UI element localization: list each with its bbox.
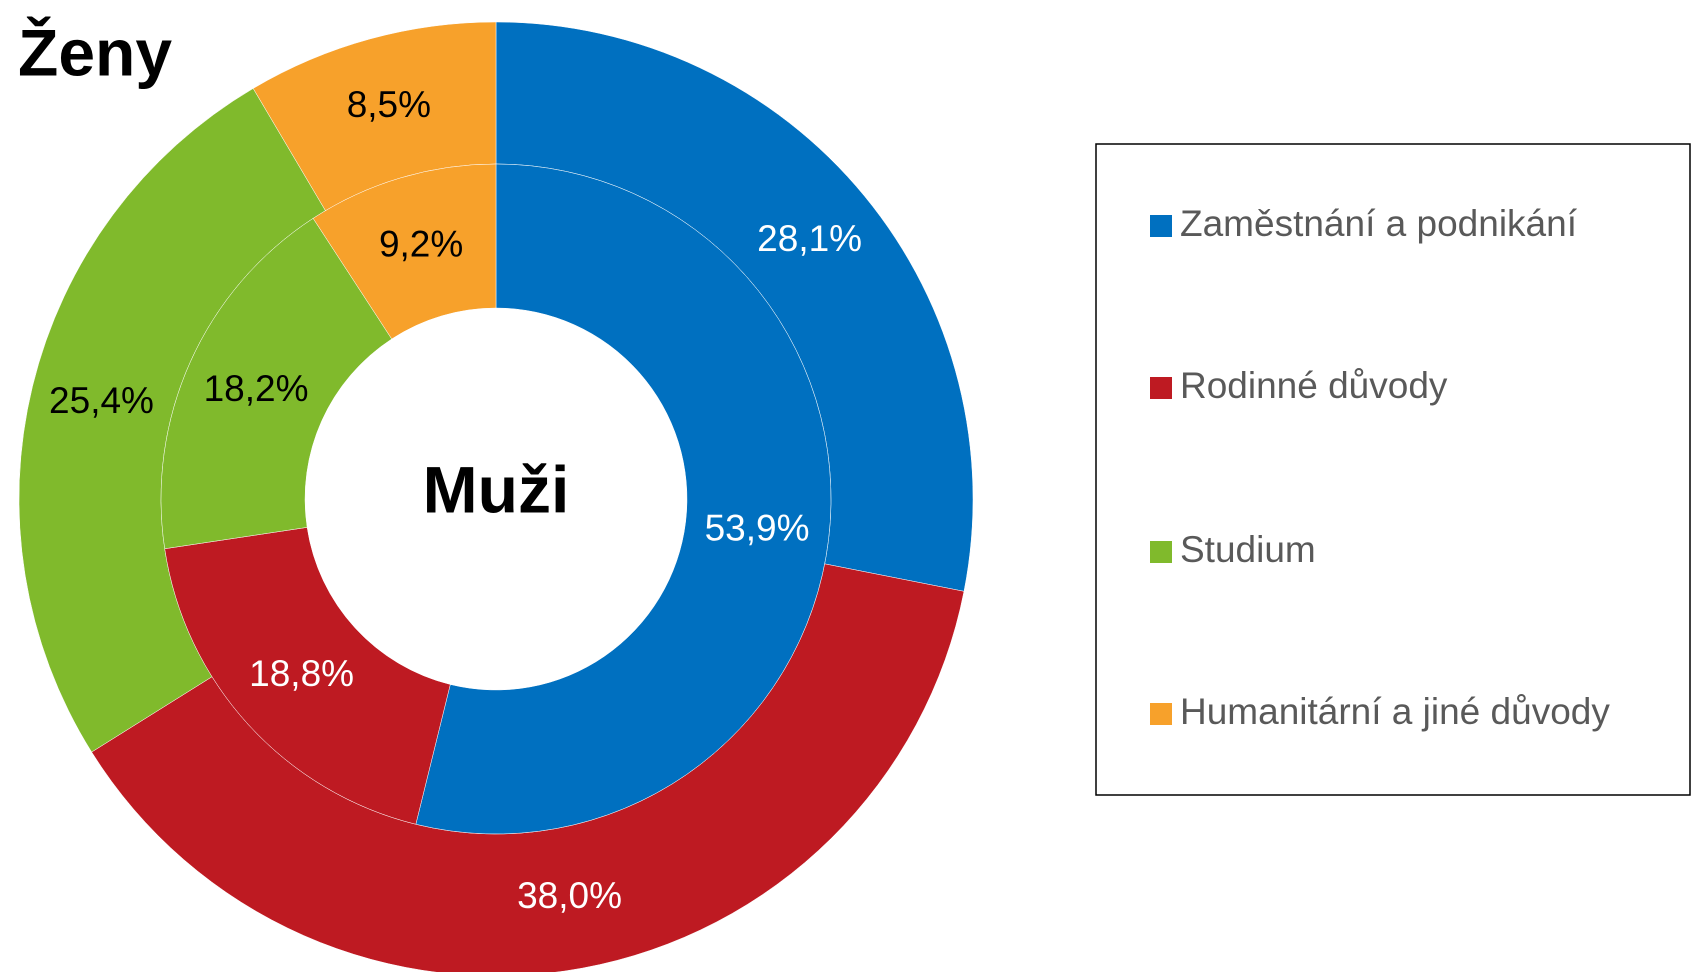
value-label: 18,2% <box>204 368 309 409</box>
legend-box <box>1095 143 1691 796</box>
legend-label: Humanitární a jiné důvody <box>1180 691 1610 732</box>
legend-swatch <box>1150 703 1172 725</box>
slice <box>164 527 451 825</box>
slice <box>312 163 497 340</box>
slice <box>160 217 393 550</box>
value-label: 28,1% <box>757 218 862 259</box>
value-label: 9,2% <box>379 224 463 265</box>
value-label: 25,4% <box>49 380 154 421</box>
value-label: 8,5% <box>347 84 431 125</box>
inner-title: Muži <box>423 452 570 526</box>
legend-label: Zaměstnání a podnikání <box>1180 203 1578 244</box>
outer-title: Ženy <box>18 15 172 89</box>
legend-label: Studium <box>1180 529 1316 570</box>
legend-swatch <box>1150 215 1172 237</box>
legend-swatch <box>1150 541 1172 563</box>
value-label: 53,9% <box>705 507 810 548</box>
legend-swatch <box>1150 377 1172 399</box>
slice <box>415 163 832 835</box>
value-label: 38,0% <box>517 875 622 916</box>
value-label: 18,8% <box>249 653 354 694</box>
legend-label: Rodinné důvody <box>1180 365 1448 406</box>
